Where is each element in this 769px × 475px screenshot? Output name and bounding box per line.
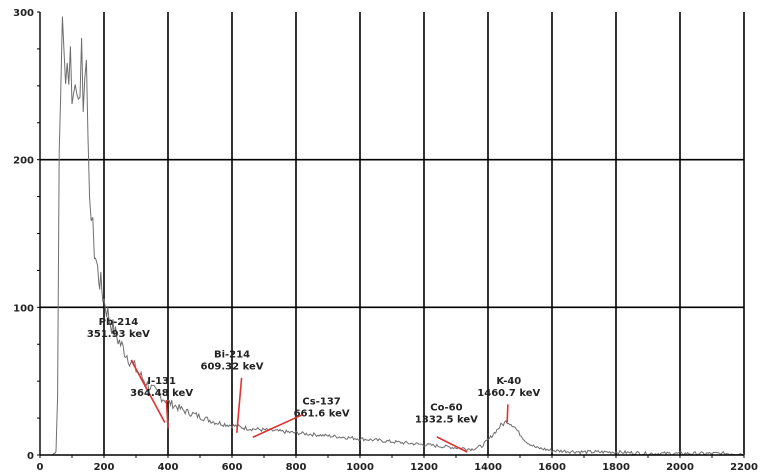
x-tick-label: 800: [286, 462, 307, 473]
peak-pointer-line: [130, 359, 166, 423]
peak-pointer-line: [236, 377, 243, 433]
peak-nuclide-label: K-40: [496, 376, 521, 387]
peak-pointer-line: [165, 399, 169, 429]
x-tick-labels: 0 200 400 600 800 1000 1200 1400 1600 1800 2000 220…: [37, 462, 758, 473]
spectrum-line: [52, 16, 745, 456]
peak-nuclide-label: Bi-214: [214, 349, 250, 360]
x-tick-label: 400: [158, 462, 179, 473]
y-tick-label: 100: [13, 303, 34, 314]
x-tick-label: 200: [94, 462, 115, 473]
y-tick-label: 300: [13, 8, 34, 19]
peak-energy-label: 351.93 keV: [87, 329, 150, 340]
peak-nuclide-label: Cs-137: [302, 397, 340, 408]
x-tick-label: 1000: [346, 462, 374, 473]
chart-axes: [37, 11, 745, 458]
x-tick-label: 2200: [730, 462, 758, 473]
peak-pointer-line: [252, 413, 303, 439]
peak-pointer-line: [436, 436, 468, 453]
peak-pointer-line: [506, 404, 509, 423]
x-tick-label: 0: [37, 462, 44, 473]
peak-nuclide-label: I-131: [147, 376, 176, 387]
peak-energy-label: 609.32 keV: [201, 361, 264, 372]
chart-grid: [40, 12, 745, 455]
spectrum-series: [52, 16, 745, 456]
y-tick-label: 200: [13, 156, 34, 167]
x-tick-label: 2000: [666, 462, 694, 473]
x-tick-label: 600: [222, 462, 243, 473]
x-tick-label: 1600: [538, 462, 566, 473]
peak-energy-label: 364.48 keV: [130, 388, 193, 399]
peak-nuclide-label: Co-60: [430, 403, 462, 414]
peak-energy-label: 661.6 keV: [294, 409, 350, 420]
y-tick-labels: 0 100 200 300: [13, 8, 34, 462]
y-tick-label: 0: [27, 451, 34, 462]
x-tick-label: 1400: [474, 462, 502, 473]
peak-energy-label: 1460.7 keV: [477, 388, 540, 399]
x-tick-label: 1200: [410, 462, 438, 473]
peak-nuclide-label: Pb-214: [99, 317, 139, 328]
x-tick-label: 1800: [602, 462, 630, 473]
peak-energy-label: 1332.5 keV: [415, 415, 478, 426]
